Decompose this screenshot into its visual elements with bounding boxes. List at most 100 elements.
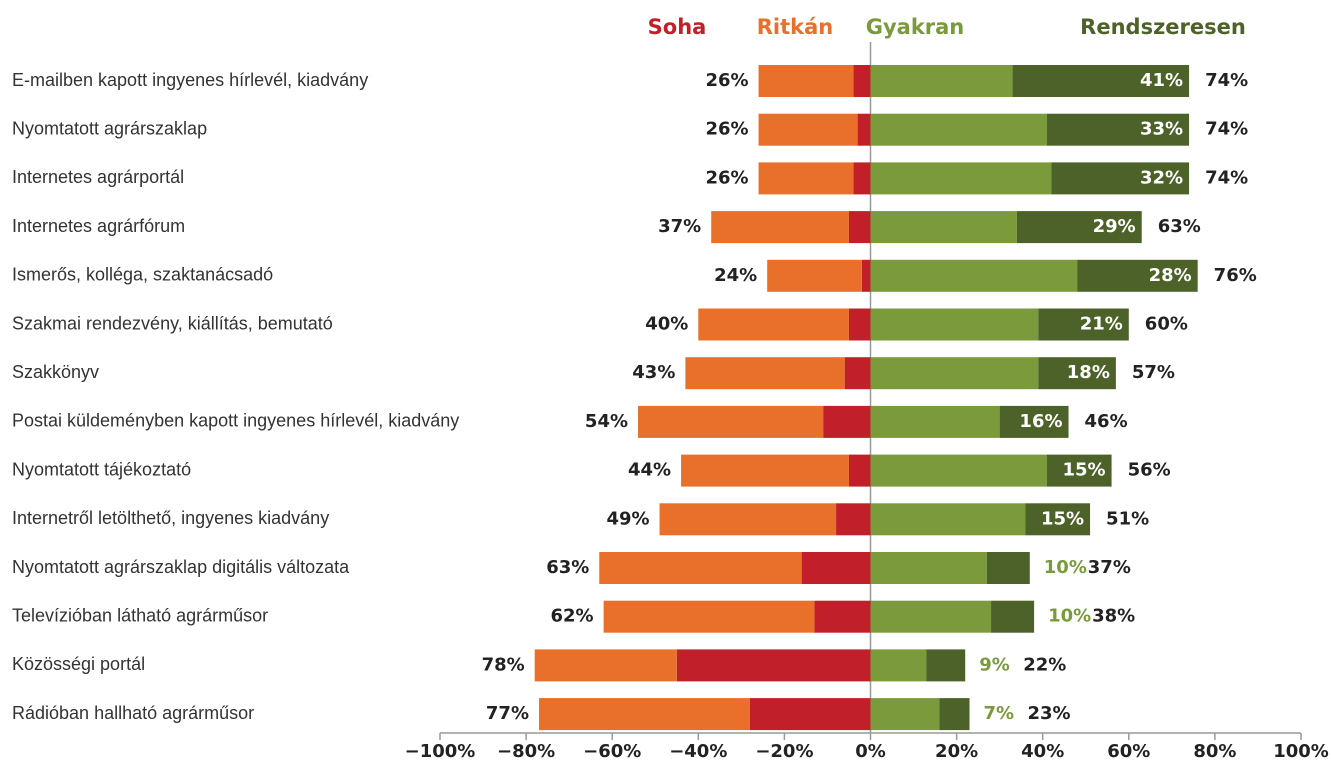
total-label: 57%: [1132, 362, 1175, 383]
legend-entry: Ritkán: [757, 15, 834, 39]
value-label: 16%: [1019, 411, 1062, 432]
bar-segment: [870, 649, 927, 682]
total-label: 51%: [1106, 508, 1149, 529]
bar-segment: [1025, 503, 1091, 536]
bar-segment: [1047, 113, 1190, 146]
bar-segment: [870, 357, 1039, 390]
bar-segment: [939, 698, 970, 731]
total-label: 24%: [714, 265, 757, 286]
total-label: 74%: [1205, 119, 1248, 140]
x-tick-label: −20%: [755, 741, 813, 762]
bar-segment: [861, 259, 871, 292]
total-label: 62%: [550, 606, 593, 627]
x-tick-label: −40%: [669, 741, 727, 762]
bar-segment: [801, 552, 871, 584]
value-label: 21%: [1080, 314, 1123, 335]
total-label: 77%: [486, 703, 529, 724]
bar-segment: [870, 600, 992, 633]
value-label: 15%: [1041, 508, 1084, 529]
bar-segment: [681, 454, 849, 487]
value-label: 29%: [1093, 216, 1136, 237]
bar-segment: [659, 503, 837, 536]
bar-segment: [870, 454, 1048, 487]
bar-segment: [844, 357, 871, 390]
bar-segment: [870, 162, 1052, 195]
category-label: Internetes agrárportál: [12, 167, 184, 187]
value-label: 28%: [1149, 265, 1192, 286]
legend-entry: Gyakran: [866, 15, 965, 39]
category-label: Nyomtatott agrárszaklap: [12, 118, 207, 138]
category-label: Televízióban látható agrárműsor: [12, 605, 268, 625]
bar-segment: [1051, 162, 1190, 195]
bar-segment: [870, 503, 1026, 536]
value-label: 33%: [1140, 119, 1183, 140]
bar-segment: [853, 65, 871, 97]
category-label: Nyomtatott agrárszaklap digitális változ…: [12, 557, 350, 577]
bar-segment: [676, 649, 871, 682]
x-tick-label: 80%: [1193, 741, 1236, 762]
bar-segment: [991, 600, 1035, 633]
bar-segment: [758, 162, 854, 195]
total-label: 54%: [585, 411, 628, 432]
total-label: 40%: [645, 314, 688, 335]
x-tick-label: 100%: [1273, 741, 1329, 762]
x-tick-label: −100%: [405, 741, 476, 762]
bar-segment: [870, 259, 1078, 292]
x-tick-label: 60%: [1107, 741, 1150, 762]
bar-segment: [534, 649, 677, 682]
value-label: 10%: [1044, 557, 1087, 578]
bar-segment: [814, 600, 871, 633]
total-label: 60%: [1145, 314, 1188, 335]
bar-segment: [1038, 357, 1116, 390]
total-label: 63%: [546, 557, 589, 578]
value-label: 7%: [984, 703, 1015, 724]
bar-segment: [539, 698, 750, 731]
category-label: E-mailben kapott ingyenes hírlevél, kiad…: [12, 70, 368, 90]
total-label: 76%: [1214, 265, 1257, 286]
bar-segment: [836, 503, 871, 536]
x-tick-label: −60%: [583, 741, 641, 762]
total-label: 46%: [1085, 411, 1128, 432]
bar-segment: [1016, 211, 1142, 244]
x-tick-label: 20%: [935, 741, 978, 762]
total-label: 78%: [482, 654, 525, 675]
bar-segment: [638, 405, 824, 438]
bar-segment: [870, 211, 1017, 244]
total-label: 26%: [705, 70, 748, 91]
bar-segment: [1047, 454, 1112, 487]
bar-segment: [749, 698, 871, 731]
total-label: 74%: [1205, 167, 1248, 188]
bar-segment: [685, 357, 845, 390]
legend-entry: Rendszeresen: [1080, 15, 1246, 39]
bar-segment: [1012, 65, 1190, 97]
category-label: Közösségi portál: [12, 654, 145, 674]
category-label: Szakmai rendezvény, kiállítás, bemutató: [12, 313, 333, 333]
bar-segment: [848, 454, 871, 487]
value-label: 41%: [1140, 70, 1183, 91]
value-label: 32%: [1140, 167, 1183, 188]
bar-segment: [758, 113, 858, 146]
bar-segment: [853, 162, 871, 195]
total-label: 49%: [606, 508, 649, 529]
total-label: 44%: [628, 460, 671, 481]
total-label: 56%: [1128, 460, 1171, 481]
category-label: Ismerős, kolléga, szaktanácsadó: [12, 265, 273, 285]
bar-segment: [857, 113, 871, 146]
bar-segment: [870, 308, 1039, 341]
total-label: 37%: [1088, 557, 1131, 578]
bar-segment: [767, 259, 862, 292]
bar-segment: [599, 552, 802, 584]
bar-segment: [870, 552, 987, 584]
category-label: Postai küldeményben kapott ingyenes hírl…: [12, 411, 459, 431]
x-tick-label: −80%: [497, 741, 555, 762]
total-label: 22%: [1023, 654, 1066, 675]
bar-segment: [603, 600, 815, 633]
total-label: 74%: [1205, 70, 1248, 91]
total-label: 43%: [632, 362, 675, 383]
bar-segment: [711, 211, 849, 244]
bar-segment: [698, 308, 849, 341]
x-tick-label: 40%: [1021, 741, 1064, 762]
total-label: 23%: [1028, 703, 1071, 724]
bar-segment: [870, 698, 940, 731]
total-label: 26%: [705, 119, 748, 140]
